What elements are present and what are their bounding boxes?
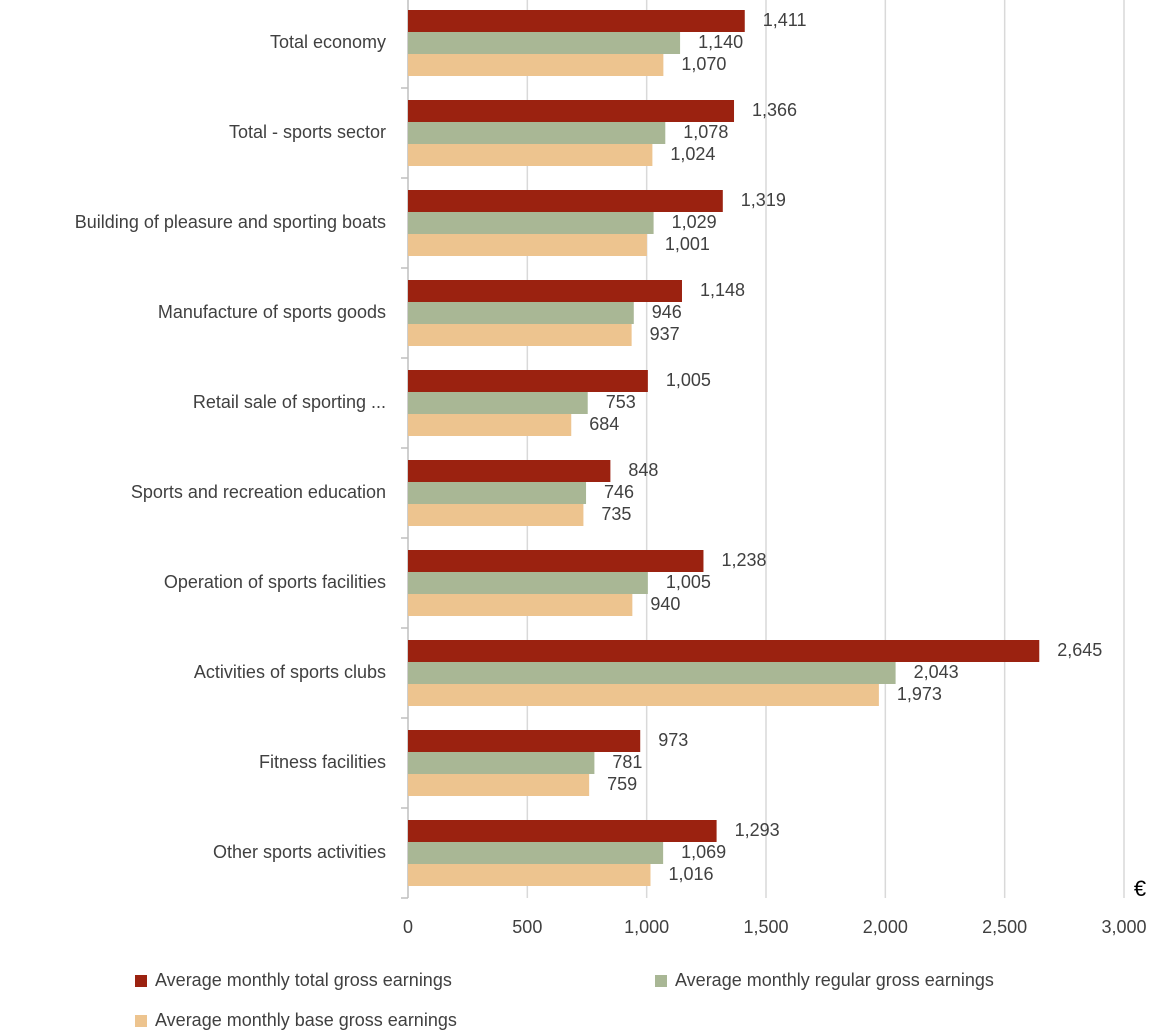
- x-tick-label: 0: [403, 917, 413, 937]
- value-label: 2,645: [1057, 640, 1102, 660]
- legend-swatch: [135, 1015, 147, 1027]
- bar: [408, 324, 632, 346]
- y-tick-label: Total - sports sector: [229, 122, 386, 142]
- y-tick-label: Total economy: [270, 32, 386, 52]
- value-label: 848: [628, 460, 658, 480]
- value-label: 973: [658, 730, 688, 750]
- value-label: 1,411: [763, 10, 807, 30]
- bar: [408, 302, 634, 324]
- x-tick-label: 1,500: [743, 917, 788, 937]
- y-tick-label: Fitness facilities: [259, 752, 386, 772]
- y-tick-label: Building of pleasure and sporting boats: [75, 212, 386, 232]
- bar: [408, 684, 879, 706]
- bar: [408, 752, 595, 774]
- value-label: 1,973: [897, 684, 942, 704]
- value-label: 1,069: [681, 842, 726, 862]
- x-tick-label: 2,000: [863, 917, 908, 937]
- value-label: 2,043: [914, 662, 959, 682]
- value-label: 781: [612, 752, 642, 772]
- value-label: 1,005: [666, 370, 711, 390]
- value-label: 1,001: [665, 234, 710, 254]
- bar: [408, 572, 648, 594]
- y-tick-label: Other sports activities: [213, 842, 386, 862]
- bar: [408, 504, 584, 526]
- value-label: 1,293: [735, 820, 780, 840]
- bar: [408, 482, 587, 504]
- value-label: 1,024: [670, 144, 715, 164]
- legend-label: Average monthly regular gross earnings: [675, 970, 994, 990]
- bar: [408, 190, 723, 212]
- value-label: 937: [650, 324, 680, 344]
- bar: [408, 280, 682, 302]
- bar: [408, 820, 717, 842]
- value-label: 1,238: [721, 550, 766, 570]
- value-label: 1,366: [752, 100, 797, 120]
- bar: [408, 864, 651, 886]
- y-tick-label: Activities of sports clubs: [194, 662, 386, 682]
- value-label: 1,005: [666, 572, 711, 592]
- legend-label: Average monthly total gross earnings: [155, 970, 452, 990]
- bar: [408, 414, 572, 436]
- value-label: 684: [589, 414, 619, 434]
- value-label: 1,078: [683, 122, 728, 142]
- value-label: 940: [650, 594, 680, 614]
- value-label: 1,029: [672, 212, 717, 232]
- x-axis-label: €: [1134, 876, 1146, 901]
- x-tick-label: 500: [512, 917, 542, 937]
- legend-swatch: [655, 975, 667, 987]
- value-label: 735: [601, 504, 631, 524]
- bar: [408, 54, 664, 76]
- value-label: 1,148: [700, 280, 745, 300]
- value-label: 1,070: [681, 54, 726, 74]
- value-label: 1,319: [741, 190, 786, 210]
- legend-label: Average monthly base gross earnings: [155, 1010, 457, 1030]
- bar: [408, 842, 664, 864]
- bar: [408, 640, 1040, 662]
- x-tick-label: 3,000: [1101, 917, 1146, 937]
- bar: [408, 122, 666, 144]
- bar: [408, 730, 641, 752]
- value-label: 759: [607, 774, 637, 794]
- y-tick-label: Manufacture of sports goods: [158, 302, 386, 322]
- bar: [408, 594, 633, 616]
- y-tick-label: Retail sale of sporting ...: [193, 392, 386, 412]
- bar: [408, 460, 611, 482]
- value-label: 1,140: [698, 32, 743, 52]
- legend-swatch: [135, 975, 147, 987]
- bar: [408, 100, 735, 122]
- bar: [408, 392, 588, 414]
- y-tick-label: Operation of sports facilities: [164, 572, 386, 592]
- bar: [408, 370, 648, 392]
- bar: [408, 662, 896, 684]
- value-label: 946: [652, 302, 682, 322]
- value-label: 746: [604, 482, 634, 502]
- y-tick-label: Sports and recreation education: [131, 482, 386, 502]
- bar: [408, 550, 704, 572]
- bar: [408, 10, 745, 32]
- bar: [408, 32, 681, 54]
- value-label: 753: [606, 392, 636, 412]
- bar: [408, 774, 590, 796]
- value-label: 1,016: [668, 864, 713, 884]
- x-tick-label: 2,500: [982, 917, 1027, 937]
- bar: [408, 144, 653, 166]
- x-tick-label: 1,000: [624, 917, 669, 937]
- bar: [408, 234, 647, 256]
- bar: [408, 212, 654, 234]
